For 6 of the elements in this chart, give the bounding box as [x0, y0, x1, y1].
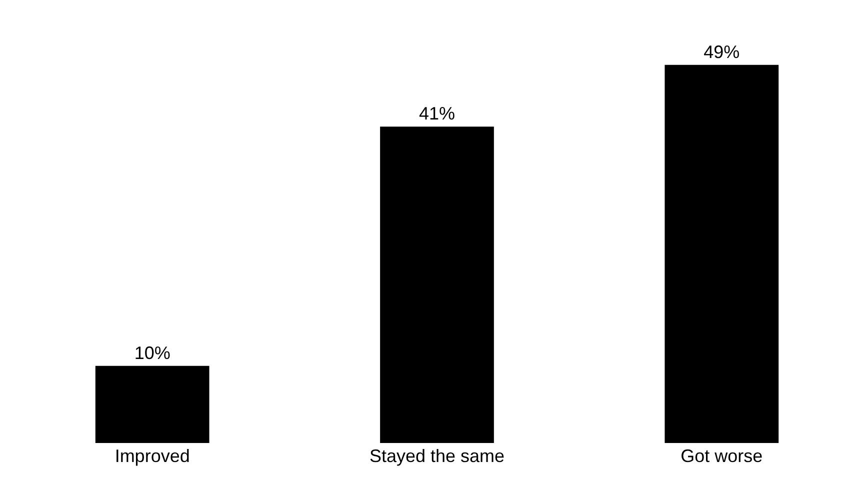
x-tick-label: Stayed the same [369, 446, 505, 466]
x-tick-label: Got worse [680, 446, 763, 466]
data-label: 41% [418, 104, 456, 124]
data-label: 10% [134, 342, 170, 363]
data-label: 49% [704, 42, 740, 62]
x-tick-label: Improved [114, 446, 190, 466]
